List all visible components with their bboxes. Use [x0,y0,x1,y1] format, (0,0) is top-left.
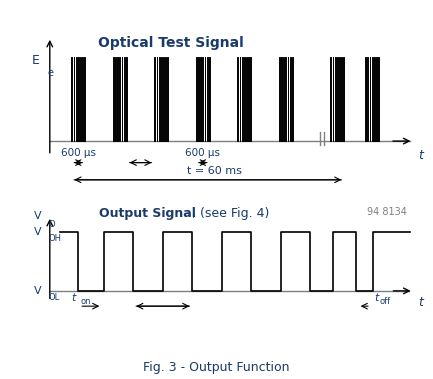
Text: 94 8134: 94 8134 [367,207,407,218]
Text: Output Signal: Output Signal [99,207,196,221]
Text: t: t [71,293,76,303]
Text: t: t [418,149,423,161]
Text: t: t [374,293,378,303]
Text: , (see Fig. 4): , (see Fig. 4) [192,207,270,221]
Text: E: E [32,54,40,67]
Text: V: V [34,211,42,221]
Text: on: on [80,297,91,305]
Text: Fig. 3 - Output Function: Fig. 3 - Output Function [143,362,290,374]
Text: V: V [34,227,42,237]
Text: 600 μs: 600 μs [61,148,96,158]
Text: Optical Test Signal: Optical Test Signal [98,36,244,50]
Text: 600 μs: 600 μs [185,148,220,158]
Text: OL: OL [49,293,60,302]
Text: t = 60 ms: t = 60 ms [187,166,242,175]
Text: e: e [47,68,53,78]
Text: off: off [380,297,391,305]
Text: V: V [34,286,42,296]
Text: O: O [49,221,55,229]
Text: OH: OH [49,235,62,243]
Text: t: t [418,296,423,309]
